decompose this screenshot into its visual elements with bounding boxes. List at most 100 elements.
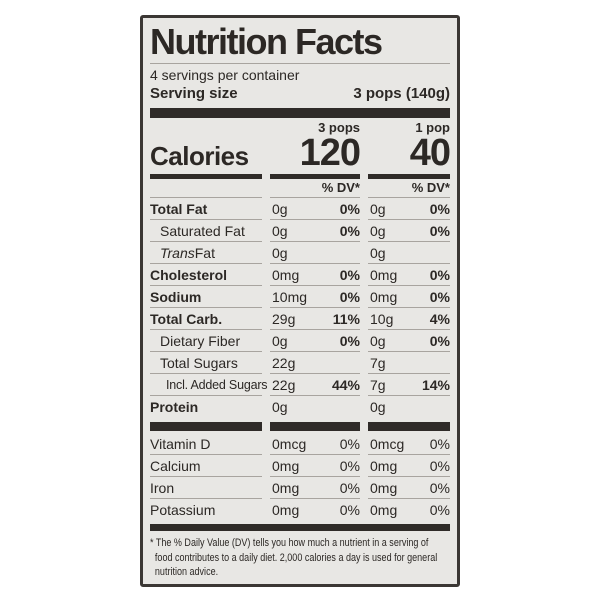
label-title: Nutrition Facts — [150, 21, 383, 62]
nutrient-row-sodium: Sodium 10mg 0% 0mg 0% — [150, 286, 450, 308]
nutrient-amount: 29g — [272, 310, 296, 327]
nutrient-amount: 0g — [272, 244, 288, 261]
nutrient-amount: 22g — [272, 354, 296, 371]
nutrient-row-protein: Protein 0g 0g — [150, 396, 450, 418]
vitamin-amount: 0mg — [272, 479, 300, 496]
dv-header-3pops: % DV* — [270, 180, 360, 198]
nutrient-dv: 14% — [421, 376, 450, 393]
serving-size-value: 3 pops (140g) — [353, 85, 450, 102]
vitamin-dv: 0% — [339, 479, 360, 496]
vitamin-row-iron: Iron 0mg 0% 0mg 0% — [150, 477, 450, 499]
nutrient-name: Dietary Fiber — [150, 330, 262, 352]
vitamin-amount: 0mg — [272, 502, 300, 518]
nutrient-row-total-fat: Total Fat 0g 0% 0g 0% — [150, 198, 450, 220]
nutrient-amount: 0g — [272, 399, 288, 415]
nutrient-name: Incl. Added Sugars — [150, 374, 268, 396]
nutrient-dv: 0% — [429, 332, 450, 349]
nutrient-amount: 10mg — [272, 288, 308, 305]
nutrient-row-cholesterol: Cholesterol 0mg 0% 0mg 0% — [150, 264, 450, 286]
vitamin-amount: 0mg — [370, 479, 398, 496]
nutrient-dv: 0% — [429, 288, 450, 305]
nutrient-amount: 0g — [272, 222, 288, 239]
nutrient-name: Total Sugars — [150, 352, 262, 374]
nutrient-dv: 0% — [429, 266, 450, 283]
vitamin-dv: 0% — [429, 435, 450, 452]
dv-header-spacer — [150, 180, 262, 198]
servings-per-container-text: 4 servings per container — [150, 67, 300, 83]
nutrient-amount: 0g — [272, 200, 288, 217]
vitamin-dv: 0% — [339, 502, 360, 518]
nutrient-name: Sodium — [150, 286, 262, 308]
vitamin-dv: 0% — [429, 457, 450, 474]
dv-header-row: % DV* % DV* — [150, 180, 450, 198]
divider-segment — [150, 422, 262, 431]
nutrient-amount: 7g — [370, 354, 386, 371]
title-divider — [150, 63, 450, 64]
nutrient-dv: 0% — [339, 288, 360, 305]
vitamin-dv: 0% — [429, 479, 450, 496]
vitamin-name: Calcium — [150, 455, 262, 477]
nutrient-row-trans-fat: Trans Fat 0g 0g — [150, 242, 450, 264]
nutrient-dv: 0% — [429, 222, 450, 239]
nutrient-dv: 0% — [339, 266, 360, 283]
calories-underline-segment — [270, 174, 360, 179]
nutrient-amount: 0g — [370, 399, 386, 415]
vitamin-amount: 0mg — [370, 502, 398, 518]
nutrient-amount: 0g — [370, 244, 386, 261]
calories-label: Calories — [150, 141, 249, 171]
calories-value-1pop: 40 — [409, 132, 451, 174]
thick-divider-mid-segments — [150, 422, 450, 431]
footnote-line: * The % Daily Value (DV) tells you how m… — [150, 537, 429, 549]
calories-row: Calories 120 40 — [150, 132, 451, 174]
column-header-spacer — [150, 120, 262, 135]
nutrient-row-dietary-fiber: Dietary Fiber 0g 0% 0g 0% — [150, 330, 450, 352]
nutrient-row-added-sugars: Incl. Added Sugars 22g 44% 7g 14% — [150, 374, 450, 396]
vitamin-dv: 0% — [339, 457, 360, 474]
nutrient-name: Total Carb. — [150, 308, 262, 330]
calories-underline-bars — [150, 174, 450, 179]
nutrient-name: Total Fat — [150, 198, 262, 220]
nutrient-row-total-carb: Total Carb. 29g 11% 10g 4% — [150, 308, 450, 330]
nutrient-dv: 0% — [339, 200, 360, 217]
serving-size-row: Serving size 3 pops (140g) — [150, 84, 450, 103]
vitamin-dv: 0% — [429, 502, 450, 518]
vitamin-name: Potassium — [150, 502, 216, 518]
nutrient-dv: 0% — [429, 200, 450, 217]
calories-value-3pops: 120 — [299, 132, 361, 174]
vitamin-row-vitamin-d: Vitamin D 0mcg 0% 0mcg 0% — [150, 433, 450, 455]
vitamin-amount: 0mg — [272, 457, 300, 474]
serving-size-label: Serving size — [150, 85, 238, 102]
dv-header-1pop: % DV* — [368, 180, 450, 198]
nutrient-amount: 0mg — [370, 288, 398, 305]
thick-divider-top — [150, 108, 450, 118]
nutrient-row-saturated-fat: Saturated Fat 0g 0% 0g 0% — [150, 220, 450, 242]
nutrient-name: Trans Fat — [150, 242, 262, 264]
divider-segment — [368, 422, 450, 431]
calories-underline-segment — [150, 174, 262, 179]
vitamin-row-calcium: Calcium 0mg 0% 0mg 0% — [150, 455, 450, 477]
nutrient-amount: 0g — [370, 222, 386, 239]
nutrient-amount: 10g — [370, 310, 394, 327]
footnote-line: food contributes to a daily diet. 2,000 … — [154, 551, 438, 564]
column-header-3pops: 3 pops — [318, 120, 360, 135]
nutrient-dv: 0% — [339, 222, 360, 239]
vitamin-amount: 0mcg — [370, 435, 405, 452]
nutrient-dv: 4% — [429, 310, 450, 327]
column-header-1pop: 1 pop — [415, 120, 450, 135]
nutrient-dv: 11% — [332, 310, 360, 327]
nutrient-amount: 22g — [272, 376, 296, 393]
nutrition-facts-label: Nutrition Facts 4 servings per container… — [140, 15, 460, 587]
nutrient-amount: 0g — [370, 332, 386, 349]
vitamin-name: Vitamin D — [150, 433, 262, 455]
vitamin-amount: 0mg — [370, 457, 398, 474]
nutrient-amount: 0g — [370, 200, 386, 217]
nutrient-dv: 44% — [331, 376, 360, 393]
nutrient-name: Protein — [150, 399, 199, 415]
vitamin-name: Iron — [150, 477, 262, 499]
thick-divider-bottom — [150, 524, 450, 531]
nutrient-row-total-sugars: Total Sugars 22g 7g — [150, 352, 450, 374]
nutrient-name: Saturated Fat — [150, 220, 262, 242]
footnote-line: nutrition advice. — [154, 566, 219, 578]
nutrient-amount: 0mg — [370, 266, 398, 283]
footnote: * The % Daily Value (DV) tells you how m… — [150, 533, 450, 580]
